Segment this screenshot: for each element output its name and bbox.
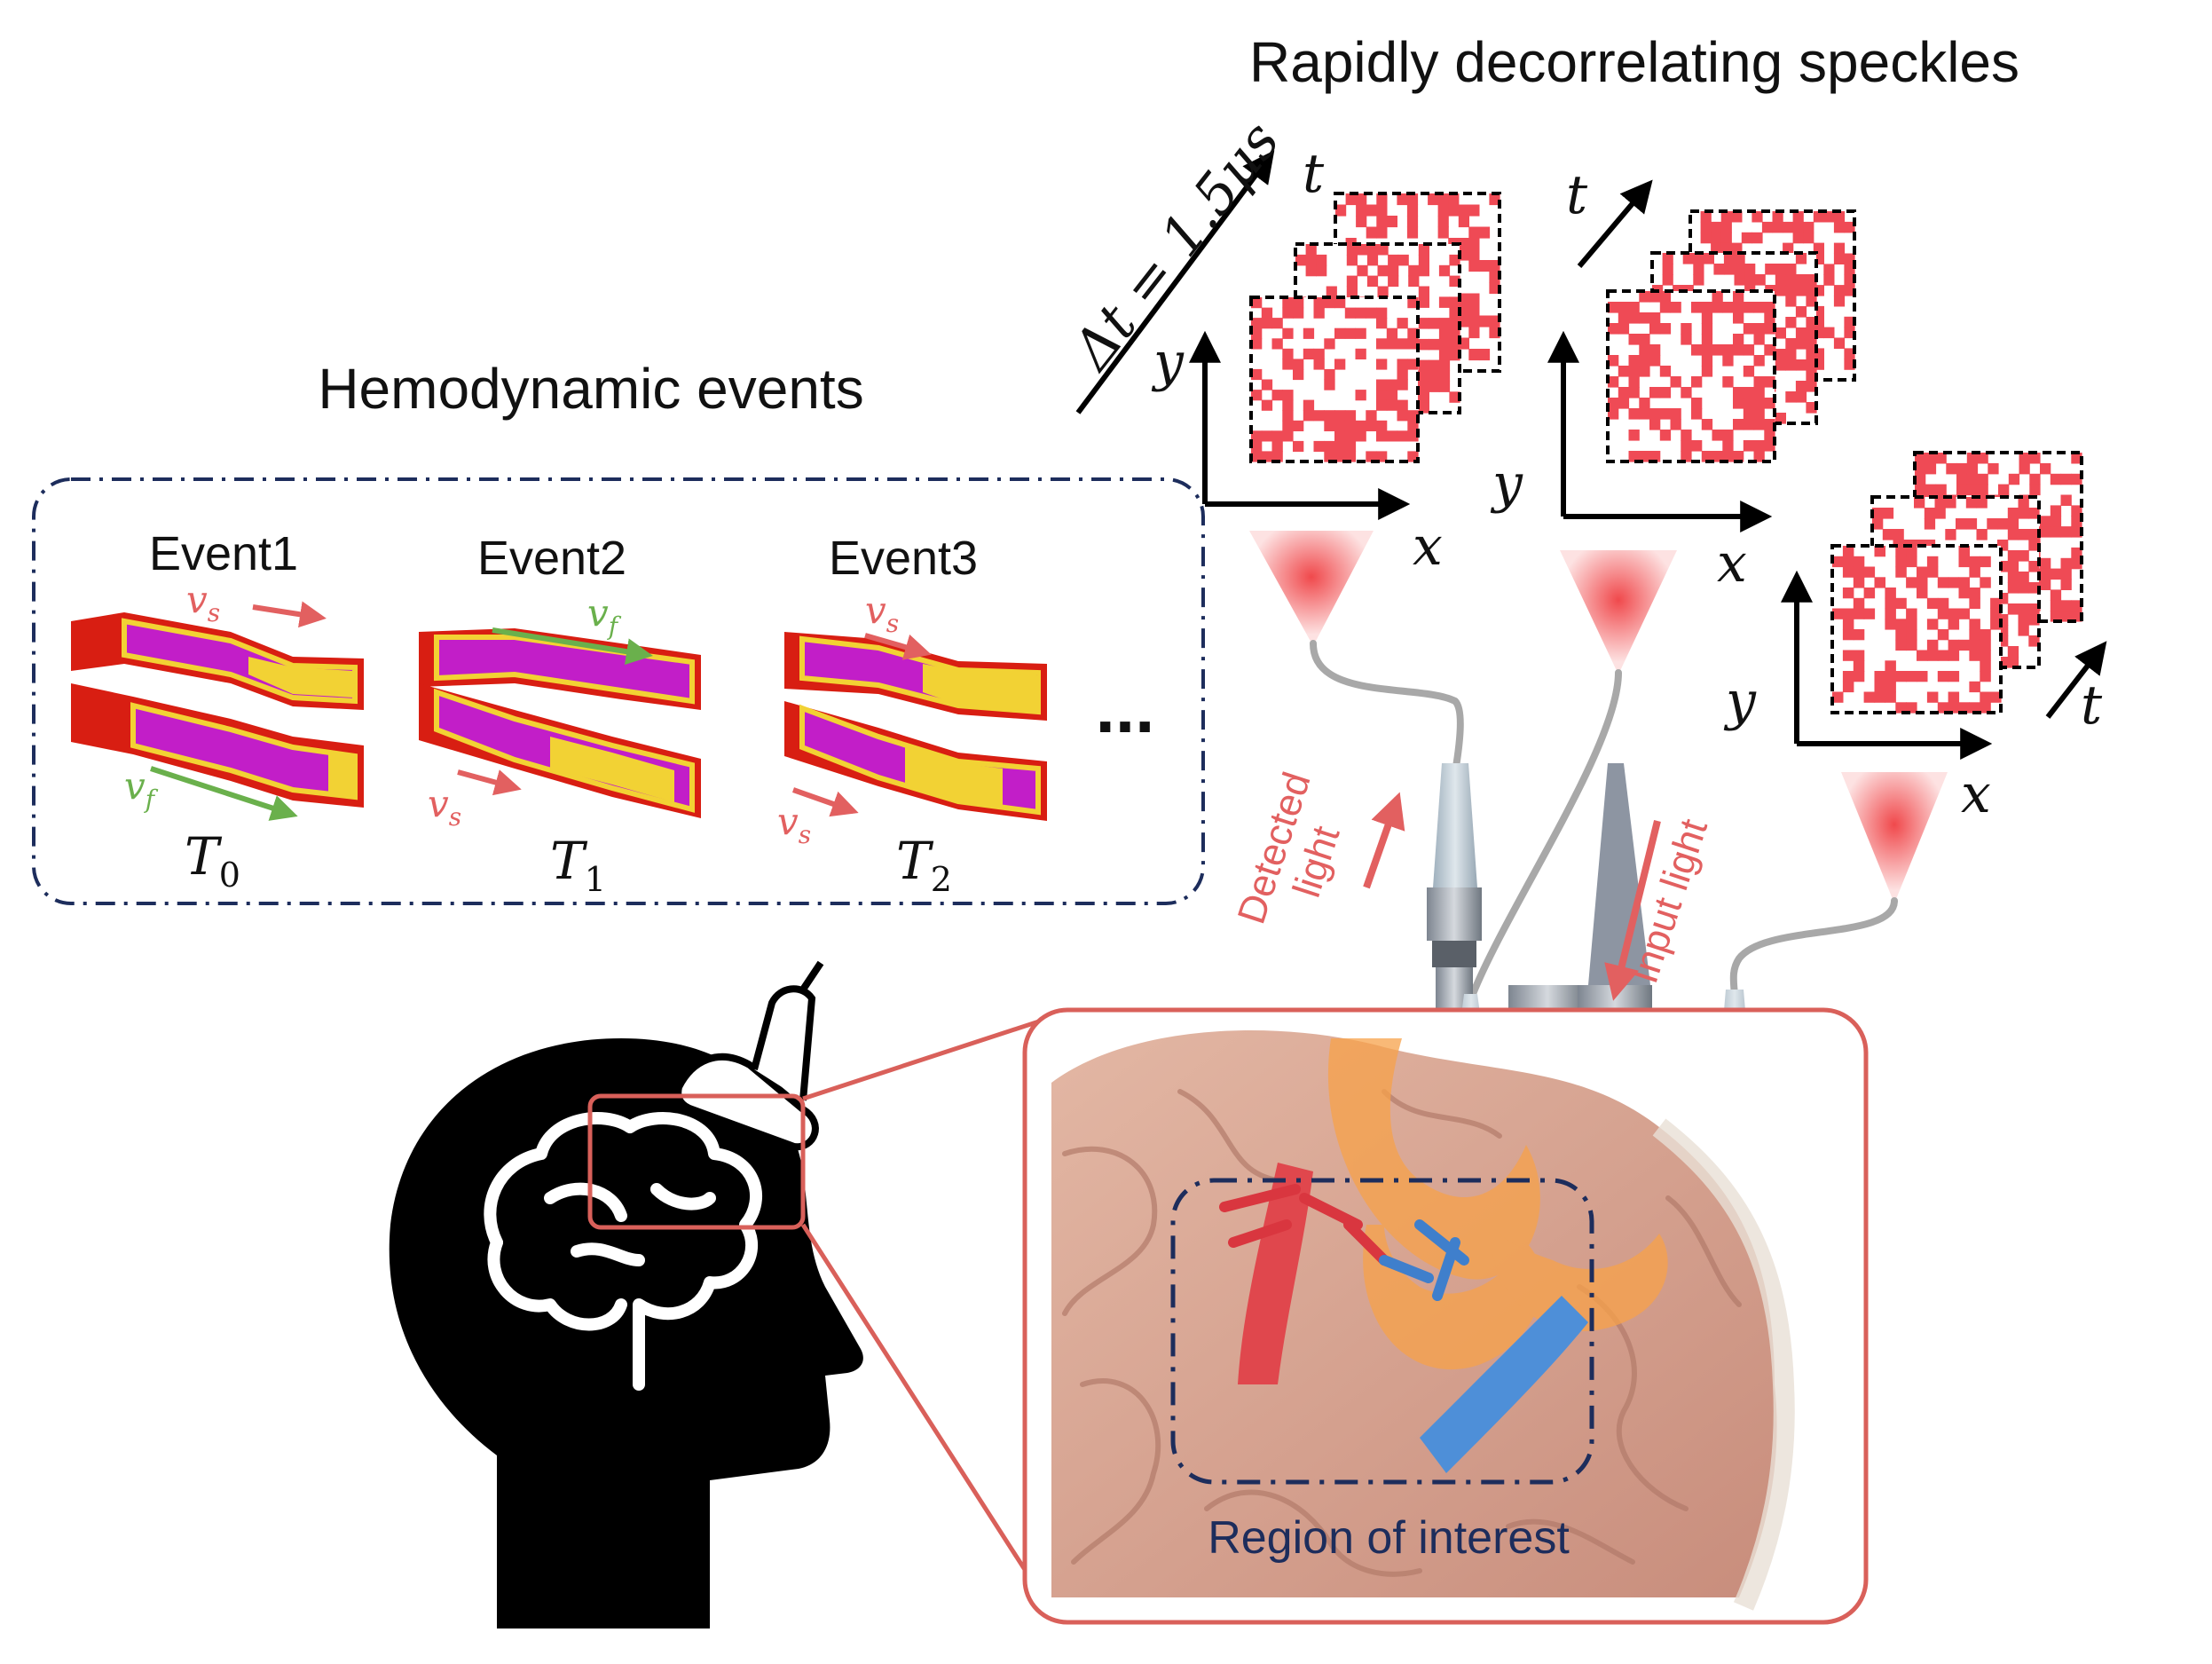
event-3-label: Event3 [829,532,978,585]
event-2-upper-arrow [492,627,653,666]
speckle-frame-1a [1249,296,1420,463]
event-3-lower-velocity: vs [777,787,859,849]
stack-3-x-label: x [1961,763,1991,825]
stack-2-t-axis [1577,179,1653,268]
event-2-vessels [419,628,701,818]
svg-text:vs: vs [428,782,461,832]
roi-label: Region of interest [1208,1512,1570,1564]
events-dashdot-border [32,477,1205,905]
skull-edge [1652,1118,1795,1611]
detected-light-arrow-1 [1363,792,1405,889]
brain-gyri [1062,1089,1742,1577]
input-light-arrow [1604,820,1661,1001]
speckle-stack-2: x y t [1490,164,1856,595]
zoom-line-top [802,1016,1048,1101]
event-3-upper-arrow [864,633,932,660]
fiber-1 [1310,640,1464,776]
zoom-source-box [587,1093,806,1230]
event-2-time: T1 [550,831,606,899]
light-cone-1 [1249,531,1374,646]
event-1: Event1 vs vf T0 [71,527,364,895]
speckles-title: Rapidly decorrelating speckles [1249,30,2019,94]
fiber-2 [1469,669,1622,998]
event-3: Event3 vs vs T2 [777,532,1047,899]
optical-fibers [1310,640,1898,1002]
svg-text:vs: vs [186,578,220,627]
event-1-upper-velocity: vs [186,578,327,628]
light-cone-3 [1841,772,1948,903]
probe-icon [674,960,824,1151]
events-ellipsis: ... [1096,668,1155,747]
event-2-lower-arrow [457,769,522,796]
event-3-lower-arrow [792,787,859,817]
event-3-vessels [784,632,1047,821]
stack-2-y-label: y [1490,453,1523,515]
stack-1-x-label: x [1413,516,1443,578]
speckle-stack-3: x y t [1723,451,2107,825]
stack-1-t-label: t [1303,143,1325,205]
detected-light-label-1: Detected light [1230,767,1349,929]
head-silhouette [389,1038,863,1629]
stack-2-t-label: t [1566,164,1588,226]
stack-2-x-label: x [1717,532,1747,595]
event-1-vessels [71,612,364,808]
svg-text:vs: vs [777,800,811,849]
stack-3-t-label: t [2081,674,2103,737]
stack-3-y-label: y [1723,670,1757,732]
brain-inset: Region of interest [1022,1007,1869,1625]
light-cone-2 [1560,550,1677,674]
event-1-time: T0 [185,826,240,895]
speckle-frame-3a [1830,544,2003,714]
speckle-stack-1: x y t [1151,143,1501,578]
stack-3-t-axis [2045,641,2107,719]
speckle-frames-1 [1249,192,1501,463]
speckle-frames-3 [1830,451,2083,714]
stack-1-y-label: y [1151,331,1185,393]
event-2-lower-velocity: vs [428,769,522,832]
event-1-lower-arrow [150,766,298,821]
brain-icon [484,1112,763,1391]
events-title: Hemodynamic events [318,357,863,421]
vein [1379,1219,1588,1473]
event-1-label: Event1 [149,527,298,580]
zoom-line-bottom [800,1223,1041,1592]
hemodynamic-events-panel: Event1 vs vf T0 Event2 [32,477,1205,905]
head-shape [389,1038,863,1629]
roi-dashdot-box [1170,1178,1594,1485]
svg-text:vf: vf [587,591,622,641]
artery [1219,1163,1389,1384]
event-2-label: Event2 [477,532,626,585]
delta-t-arrow [1075,150,1275,414]
event-1-upper-arrow [252,601,327,628]
speckle-frames-2 [1606,209,1856,463]
light-banana-paths [1327,1038,1668,1370]
event-2: Event2 vf vs T1 [419,532,701,899]
event-3-upper-velocity: vs [864,588,932,660]
speckle-frame-2a [1606,289,1776,463]
event-3-time: T2 [896,831,952,899]
svg-text:vs: vs [865,588,899,638]
fiber-3 [1729,897,1898,1002]
